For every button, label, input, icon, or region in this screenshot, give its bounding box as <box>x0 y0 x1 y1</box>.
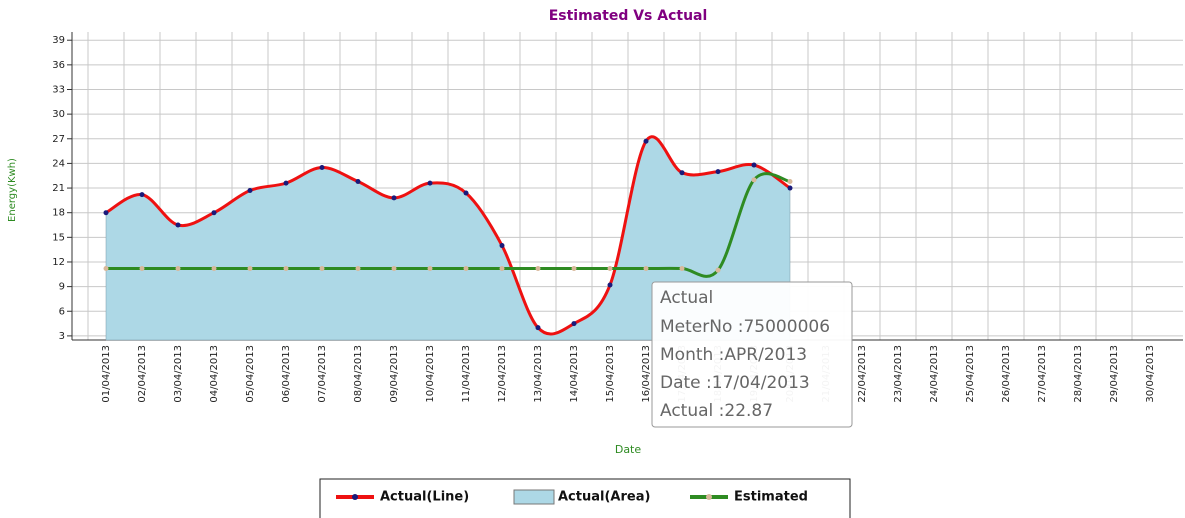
y-tick-label: 15 <box>52 232 65 243</box>
point <box>175 266 181 272</box>
x-tick-label: 28/04/2013 <box>1073 345 1084 403</box>
x-tick-label: 24/04/2013 <box>929 345 940 403</box>
y-tick-label: 6 <box>59 306 65 317</box>
legend-dot <box>352 494 358 500</box>
point <box>715 267 721 273</box>
point <box>283 266 289 272</box>
point <box>247 266 253 272</box>
point <box>535 266 541 272</box>
point <box>679 170 685 176</box>
point <box>607 266 613 272</box>
y-tick-label: 21 <box>52 183 65 194</box>
x-tick-label: 09/04/2013 <box>389 345 400 403</box>
point <box>103 266 109 272</box>
x-tick-label: 07/04/2013 <box>317 345 328 403</box>
point <box>319 165 325 171</box>
tooltip-line: Date :17/04/2013 <box>660 373 810 393</box>
point <box>211 266 217 272</box>
y-tick-label: 39 <box>52 35 65 46</box>
x-tick-label: 13/04/2013 <box>533 345 544 403</box>
tooltip: Actual MeterNo :75000006 Month :APR/2013 Da… <box>651 281 853 428</box>
point <box>643 266 649 272</box>
legend-label: Actual(Area) <box>558 490 650 505</box>
point <box>787 178 793 184</box>
x-tick-label: 27/04/2013 <box>1037 345 1048 403</box>
legend-dot <box>706 494 712 500</box>
point <box>607 282 613 288</box>
y-axis-label: Energy(Kwh) <box>7 158 18 222</box>
x-tick-label: 04/04/2013 <box>209 345 220 403</box>
tooltip-box <box>651 281 853 428</box>
x-tick-label: 08/04/2013 <box>353 345 364 403</box>
x-tick-label: 12/04/2013 <box>497 345 508 403</box>
point <box>391 266 397 272</box>
point <box>427 180 433 186</box>
point <box>103 210 109 216</box>
legend-box <box>319 478 851 518</box>
point <box>571 266 577 272</box>
point <box>175 222 181 228</box>
x-tick-label: 15/04/2013 <box>605 345 616 403</box>
x-tick-label: 06/04/2013 <box>281 345 292 403</box>
point <box>499 243 505 249</box>
point <box>463 266 469 272</box>
point <box>283 180 289 186</box>
tooltip-line: Actual :22.87 <box>660 401 773 421</box>
point <box>679 266 685 272</box>
x-tick-label: 05/04/2013 <box>245 345 256 403</box>
y-tick-label: 24 <box>52 158 65 169</box>
tooltip-line: Month :APR/2013 <box>660 345 807 365</box>
x-tick-label: 01/04/2013 <box>101 345 112 403</box>
point <box>247 188 253 194</box>
y-tick-label: 18 <box>52 208 65 219</box>
y-tick-label: 12 <box>52 257 65 268</box>
y-tick-label: 36 <box>52 60 65 71</box>
point <box>211 210 217 216</box>
point <box>787 185 793 191</box>
point <box>319 266 325 272</box>
point <box>751 177 757 183</box>
x-tick-label: 11/04/2013 <box>461 345 472 403</box>
point <box>355 178 361 184</box>
y-tick-label: 27 <box>52 134 65 145</box>
point <box>391 195 397 201</box>
point <box>427 266 433 272</box>
point <box>643 138 649 144</box>
x-tick-label: 16/04/2013 <box>641 345 652 403</box>
x-tick-label: 26/04/2013 <box>1001 345 1012 403</box>
point <box>355 266 361 272</box>
x-tick-label: 23/04/2013 <box>893 345 904 403</box>
y-tick-label: 33 <box>52 84 65 95</box>
point <box>499 266 505 272</box>
x-tick-label: 14/04/2013 <box>569 345 580 403</box>
x-tick-label: 25/04/2013 <box>965 345 976 403</box>
point <box>751 162 757 168</box>
point <box>535 325 541 331</box>
legend-label: Estimated <box>734 490 808 505</box>
tooltip-title: Actual <box>660 288 713 308</box>
y-tick-label: 30 <box>52 109 65 120</box>
y-tick-label: 9 <box>59 282 65 293</box>
chart-title: Estimated Vs Actual <box>549 8 708 24</box>
x-tick-label: 22/04/2013 <box>857 345 868 403</box>
x-axis-label: Date <box>615 443 642 456</box>
x-tick-label: 02/04/2013 <box>137 345 148 403</box>
x-tick-label: 30/04/2013 <box>1145 345 1156 403</box>
x-tick-label: 29/04/2013 <box>1109 345 1120 403</box>
x-tick-label: 10/04/2013 <box>425 345 436 403</box>
point <box>139 266 145 272</box>
legend-label: Actual(Line) <box>380 490 469 505</box>
point <box>139 192 145 198</box>
y-tick-label: 3 <box>59 331 65 342</box>
legend-swatch <box>513 489 555 505</box>
point <box>463 190 469 196</box>
x-tick-label: 03/04/2013 <box>173 345 184 403</box>
point <box>715 169 721 175</box>
tooltip-line: MeterNo :75000006 <box>660 317 830 337</box>
point <box>571 321 577 327</box>
